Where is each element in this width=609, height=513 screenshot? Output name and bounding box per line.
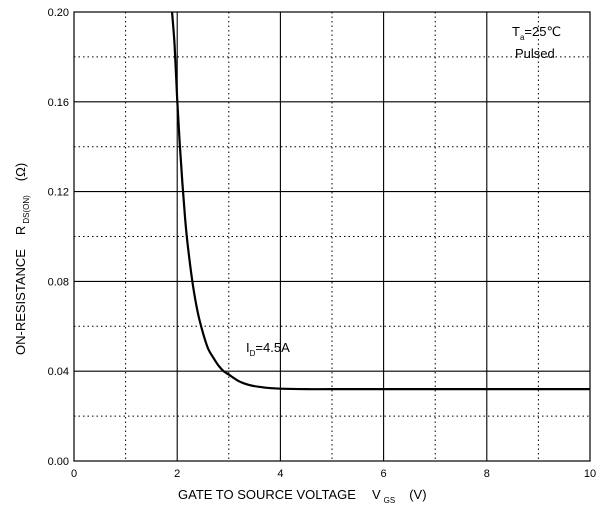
temperature-annotation: Ta=25℃ — [512, 24, 561, 42]
y-tick-label: 0.20 — [48, 7, 69, 19]
y-tick-label: 0.00 — [48, 456, 69, 468]
y-tick-labels: 0.00 0.04 0.08 0.12 0.16 0.20 — [48, 7, 69, 468]
pulsed-annotation: Pulsed — [515, 46, 555, 61]
x-tick-label: 6 — [381, 468, 387, 480]
y-tick-label: 0.12 — [48, 187, 69, 199]
series-label-id: ID=4.5A — [246, 340, 290, 358]
y-tick-label: 0.16 — [48, 97, 69, 109]
y-tick-label: 0.08 — [48, 276, 69, 288]
x-tick-label: 8 — [484, 468, 490, 480]
y-tick-label: 0.04 — [48, 366, 69, 378]
y-axis-label: ON-RESISTANCERDS(ON)(Ω) — [13, 163, 31, 355]
x-tick-label: 2 — [174, 468, 180, 480]
plot-frame — [73, 11, 591, 462]
x-tick-labels: 0 2 4 6 8 10 — [71, 468, 596, 480]
series-line-id-4-5a — [170, 11, 590, 391]
minor-grid — [74, 12, 590, 461]
x-tick-label: 0 — [71, 468, 77, 480]
x-tick-label: 10 — [584, 468, 596, 480]
x-tick-label: 4 — [277, 468, 283, 480]
x-axis-label: GATE TO SOURCE VOLTAGE V GS (V) — [178, 487, 427, 505]
